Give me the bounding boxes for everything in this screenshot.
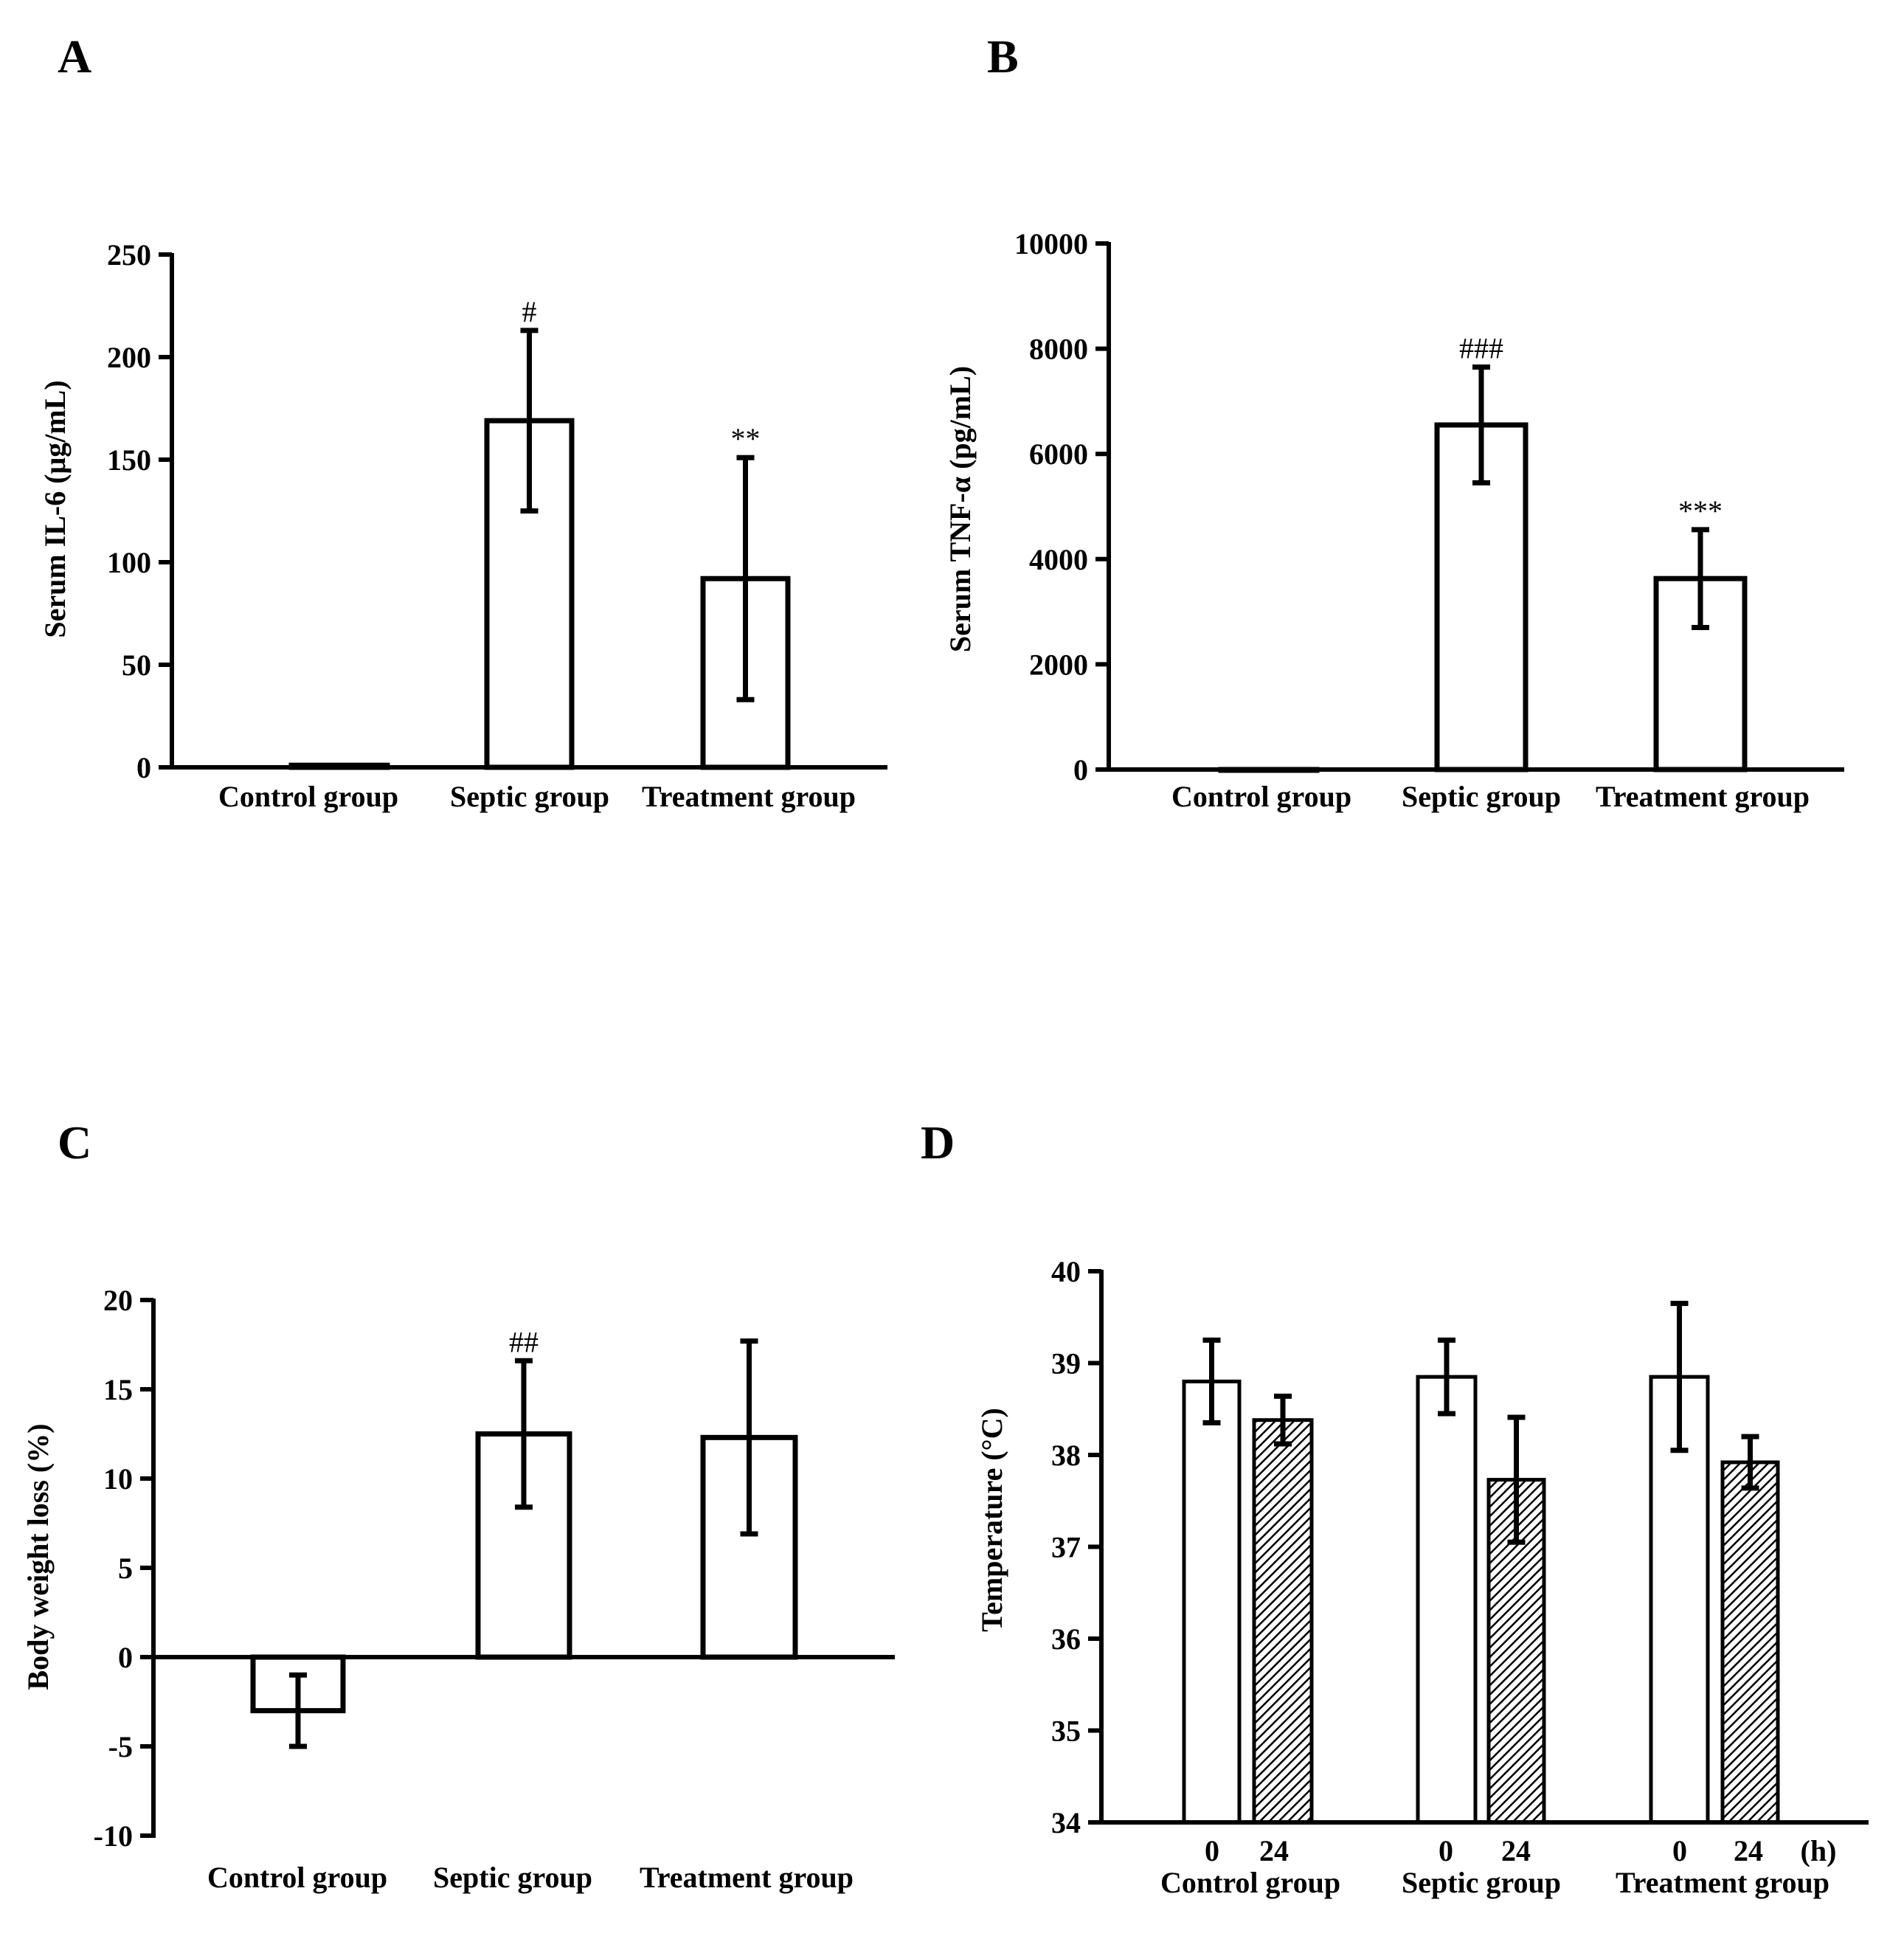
panel-c-label: C: [58, 1116, 91, 1169]
panel-b-annotations: ### ***: [1459, 332, 1723, 528]
y-tick-label: 35: [1051, 1715, 1081, 1748]
y-tick-label: 200: [107, 341, 151, 374]
bar-24h-1: [1252, 1418, 1314, 1825]
panel-a-bars: [288, 418, 791, 770]
panel-d-yticks: 34 35 36 37 38 39 40: [1051, 1255, 1101, 1839]
panel-d-axes: [1099, 1270, 1869, 1825]
significance-mark-2: #: [522, 295, 537, 328]
time-label-24h: 24: [1501, 1834, 1531, 1867]
panel-d-errorbars: [1202, 1301, 1759, 1545]
panel-b: B Serum TNF-α (pg/mL) 0 2000 4000 6000 8000 1…: [944, 30, 1844, 813]
panel-b-yticks: 0 2000 4000 6000 8000 10000: [1014, 227, 1109, 786]
time-label-24h: 24: [1734, 1834, 1763, 1867]
y-tick-label: 50: [122, 649, 151, 682]
panel-b-errorbars: [1472, 364, 1709, 630]
y-tick-label: 150: [107, 443, 151, 477]
y-tick-label: 8000: [1029, 333, 1088, 366]
y-tick-label: -5: [108, 1730, 133, 1763]
y-tick-label: 38: [1051, 1439, 1081, 1472]
category-label: Control group: [207, 1861, 387, 1894]
panel-c-ylabel: Body weight loss (%): [21, 1423, 55, 1690]
y-tick-label: 4000: [1029, 543, 1088, 576]
panel-c-categories: Control group Septic group Treatment group: [207, 1861, 854, 1894]
panel-a-label: A: [58, 30, 91, 83]
panel-d-ylabel: Temperature (°C): [975, 1408, 1008, 1632]
category-label: Septic group: [450, 780, 609, 813]
panel-d-categories: Control group Septic group Treatment group: [1160, 1866, 1829, 1899]
bar-24h-3: [1720, 1460, 1780, 1825]
category-label: Treatment group: [1596, 780, 1810, 813]
panel-d-sublabels: 0 24 0 24 0 24 (h): [1205, 1834, 1836, 1867]
significance-mark-2: ###: [1459, 332, 1503, 365]
category-label: Septic group: [1402, 780, 1561, 813]
significance-mark-3: ***: [1678, 494, 1723, 528]
bar-0h-2: [1416, 1375, 1478, 1825]
y-tick-label: 34: [1051, 1806, 1081, 1839]
y-tick-label: 10: [103, 1462, 133, 1496]
category-label: Treatment group: [640, 1861, 854, 1894]
category-label: Control group: [1171, 780, 1351, 813]
y-tick-label: 10000: [1014, 227, 1088, 260]
panel-c: C Body weight loss (%) -10 -5 0 5 10 15 20 Con…: [21, 1116, 895, 1894]
panel-c-annotations: ##: [509, 1325, 539, 1358]
y-tick-label: 0: [1073, 753, 1088, 786]
y-tick-label: 37: [1051, 1531, 1081, 1564]
panel-a-annotations: # **: [522, 295, 761, 455]
time-label-0h: 0: [1439, 1834, 1453, 1867]
category-label: Control group: [218, 780, 398, 813]
time-label-24h: 24: [1259, 1834, 1289, 1867]
y-tick-label: 0: [118, 1641, 133, 1674]
category-label: Treatment group: [642, 780, 856, 813]
y-tick-label: 250: [107, 238, 151, 272]
category-label: Septic group: [1402, 1866, 1561, 1899]
significance-mark-2: ##: [509, 1325, 539, 1358]
y-tick-label: 20: [103, 1284, 133, 1317]
panel-c-errorbars: [289, 1338, 758, 1749]
y-tick-label: 6000: [1029, 438, 1088, 471]
bar-0h-1: [1182, 1379, 1242, 1825]
panel-a-yticks: 0 50 100 150 200 250: [107, 238, 172, 784]
panel-b-categories: Control group Septic group Treatment group: [1171, 780, 1810, 813]
y-tick-label: -10: [94, 1819, 133, 1853]
panel-a-errorbars: [520, 328, 755, 702]
time-unit-label: (h): [1801, 1834, 1837, 1867]
panel-d: D Temperature (°C) 34 35 36 37 38 39 40 0 24 0 24…: [921, 1116, 1869, 1899]
category-label: Septic group: [433, 1861, 592, 1894]
panel-b-axes: [1107, 242, 1844, 772]
panel-a-categories: Control group Septic group Treatment group: [218, 780, 856, 813]
panel-a-axes: [170, 253, 887, 770]
panel-d-bars: [1182, 1375, 1780, 1825]
y-tick-label: 36: [1051, 1622, 1081, 1656]
y-tick-label: 0: [136, 751, 151, 784]
time-label-0h: 0: [1672, 1834, 1687, 1867]
panel-b-label: B: [987, 30, 1019, 83]
y-tick-label: 15: [103, 1373, 133, 1406]
panel-c-axes: [151, 1299, 895, 1838]
panel-b-ylabel: Serum TNF-α (pg/mL): [944, 366, 977, 652]
y-tick-label: 40: [1051, 1255, 1081, 1288]
significance-mark-3: **: [731, 422, 761, 455]
y-tick-label: 100: [107, 546, 151, 579]
time-label-0h: 0: [1205, 1834, 1219, 1867]
y-tick-label: 39: [1051, 1347, 1081, 1380]
y-tick-label: 5: [118, 1552, 133, 1585]
panel-a-ylabel: Serum IL-6 (μg/mL): [38, 380, 72, 637]
y-tick-label: 2000: [1029, 648, 1088, 681]
panel-a: A Serum IL-6 (μg/mL) 0 50 100 150 200 250 Con…: [38, 30, 887, 813]
panel-c-yticks: -10 -5 0 5 10 15 20: [94, 1284, 153, 1853]
category-label: Control group: [1160, 1866, 1340, 1899]
panel-d-label: D: [921, 1116, 955, 1169]
category-label: Treatment group: [1616, 1866, 1829, 1899]
